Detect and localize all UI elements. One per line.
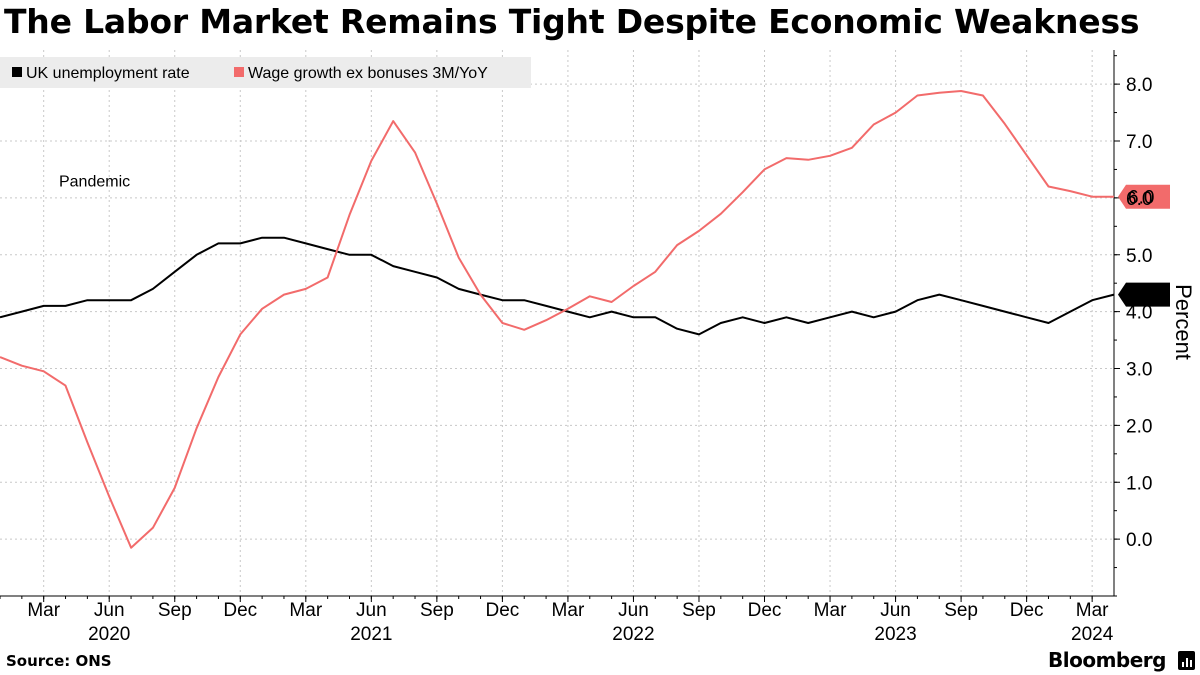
chart-title: The Labor Market Remains Tight Despite E… (4, 2, 1140, 41)
x-tick-label: Jun (618, 600, 649, 621)
y-axis-label: Percent (1171, 284, 1196, 360)
legend-label-wage: Wage growth ex bonuses 3M/YoY (248, 65, 488, 82)
y-tick-label: 6.0 (1126, 189, 1152, 210)
x-tick-label: Dec (485, 600, 519, 621)
gridlines (0, 50, 1114, 596)
bloomberg-logo: Bloomberg (1048, 648, 1166, 672)
x-year-label: 2022 (612, 624, 654, 645)
y-tick-label: 1.0 (1126, 473, 1152, 494)
last-value-label-wage: 6.0 (1128, 188, 1154, 209)
y-tick-label: 2.0 (1126, 416, 1152, 437)
x-tick-label: Mar (814, 600, 847, 621)
x-tick-label: Jun (356, 600, 387, 621)
last-value-label-unemployment: 4.3 (1128, 286, 1154, 307)
series-line-wage (0, 90, 1114, 549)
legend: UK unemployment rate Wage growth ex bonu… (0, 57, 531, 88)
legend-swatch-unemployment (12, 67, 22, 77)
x-tick-label: Mar (289, 600, 322, 621)
x-tick-label: Mar (1076, 600, 1109, 621)
last-value-tag-unemployment (1118, 282, 1170, 307)
y-tick-label: 7.0 (1126, 132, 1152, 153)
x-tick-label: Sep (420, 600, 454, 621)
bloomberg-chart-icon (1178, 651, 1195, 670)
tick-labels: 0.0 1.0 2.0 3.0 4.0 5.0 6.0 7.0 8.0 Mar Jun Sep Dec M… (27, 75, 1152, 645)
legend-swatch-wage (234, 67, 244, 77)
x-tick-label: Mar (552, 600, 585, 621)
x-tick-label: Dec (223, 600, 257, 621)
annotation-pandemic: Pandemic (59, 174, 130, 191)
source-note: Source: ONS (6, 652, 112, 670)
x-tick-label: Sep (944, 600, 978, 621)
x-year-label: 2024 (1071, 624, 1114, 645)
x-tick-label: Jun (94, 600, 125, 621)
x-tick-label: Jun (880, 600, 911, 621)
legend-background (0, 57, 531, 88)
y-tick-label: 8.0 (1126, 75, 1152, 96)
series-line-unemployment (0, 236, 1115, 336)
legend-label-unemployment: UK unemployment rate (26, 65, 190, 82)
x-tick-label: Dec (748, 600, 782, 621)
x-year-label: 2023 (874, 624, 916, 645)
x-year-label: 2021 (350, 624, 392, 645)
series-lines: 4.3 6.0 (0, 90, 1170, 549)
x-tick-label: Mar (27, 600, 60, 621)
x-tick-label: Sep (682, 600, 716, 621)
y-tick-label: 5.0 (1126, 246, 1152, 267)
x-tick-label: Sep (158, 600, 192, 621)
axes (0, 50, 1120, 602)
y-tick-label: 0.0 (1126, 530, 1152, 551)
y-tick-label: 4.0 (1126, 303, 1152, 324)
y-tick-label: 3.0 (1126, 360, 1152, 381)
x-tick-label: Dec (1010, 600, 1044, 621)
x-year-label: 2020 (88, 624, 130, 645)
last-value-tag-wage (1118, 184, 1170, 209)
